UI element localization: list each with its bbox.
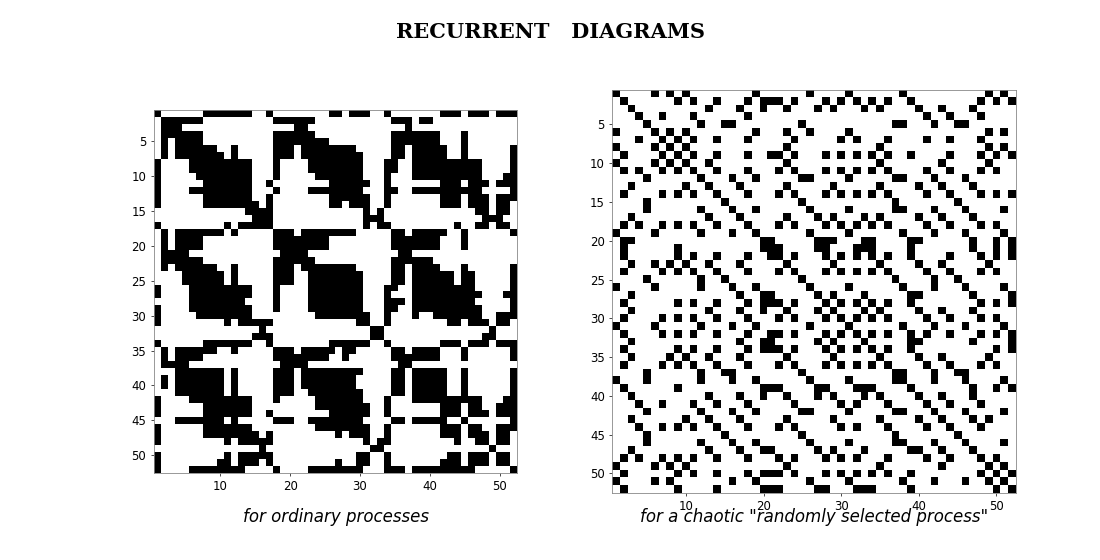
Text: for a chaotic "randomly selected process": for a chaotic "randomly selected process… [640, 508, 988, 526]
Text: for ordinary processes: for ordinary processes [242, 508, 429, 526]
Text: RECURRENT   DIAGRAMS: RECURRENT DIAGRAMS [396, 22, 704, 43]
